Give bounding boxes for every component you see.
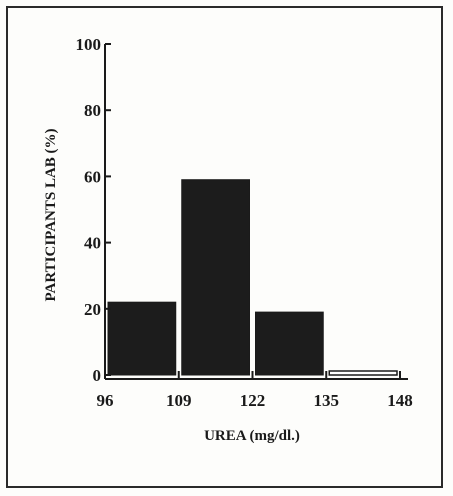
y-tick-label: 20 [84,300,101,319]
histogram-bar [107,301,177,376]
y-tick-label: 80 [84,101,101,120]
x-tick-label: 135 [314,391,340,410]
figure-border [6,6,443,488]
x-tick-label: 122 [240,391,266,410]
histogram-bar [181,179,250,376]
y-tick-label: 40 [84,234,101,253]
y-axis-title: PARTICIPANTS LAB (%) [43,128,59,301]
bars-layer [107,179,398,376]
y-tick-label: 60 [84,167,101,186]
x-tick-label: 109 [166,391,192,410]
x-tick-label: 96 [97,391,114,410]
axes-layer [104,44,408,380]
y-tick-label: 100 [76,35,102,54]
x-axis-title: UREA (mg/dl.) [204,428,300,444]
x-ticks-layer: 96 109 122 135 148 [97,371,413,410]
y-ticks-layer: 0 20 40 60 80 100 [76,35,111,385]
x-tick-label: 148 [387,391,413,410]
histogram-bar [255,311,324,376]
histogram-bar [328,370,398,376]
y-tick-label: 0 [93,366,102,385]
